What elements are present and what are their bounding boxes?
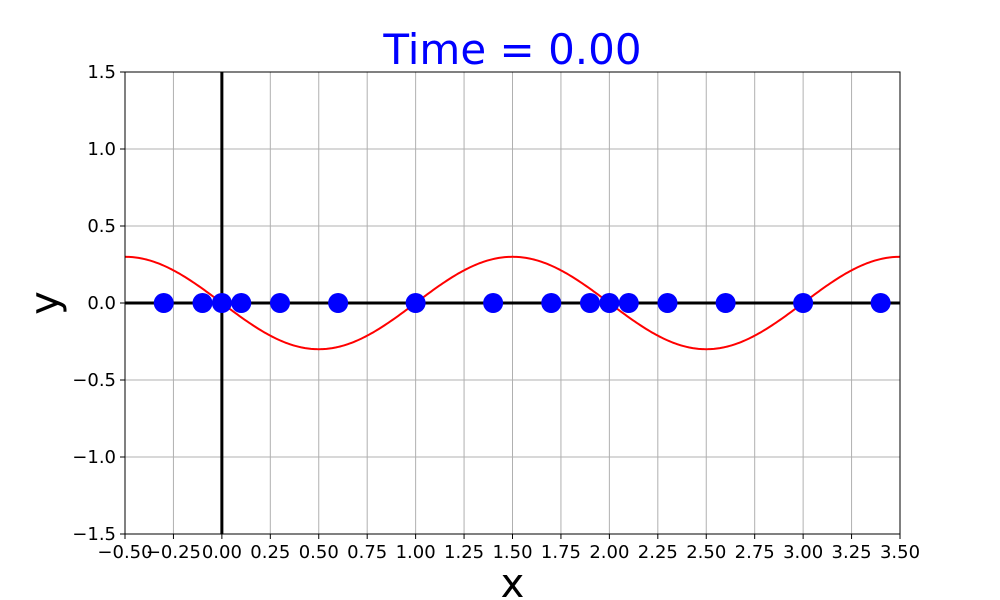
data-point bbox=[270, 293, 290, 313]
data-point bbox=[231, 293, 252, 313]
y-tick-label: −1.5 bbox=[72, 524, 116, 545]
x-tick-label: 1.75 bbox=[541, 542, 581, 563]
y-tick-label: 0.5 bbox=[87, 216, 116, 237]
x-tick-label: 3.00 bbox=[783, 542, 823, 563]
x-tick-label: 1.50 bbox=[492, 542, 532, 563]
data-point bbox=[793, 293, 814, 313]
data-point bbox=[192, 293, 213, 313]
y-tick-label: 1.5 bbox=[87, 62, 116, 83]
x-tick-label: 2.25 bbox=[638, 542, 678, 563]
x-tick-label: 1.00 bbox=[396, 542, 436, 563]
y-tick-label: −0.5 bbox=[72, 370, 116, 391]
data-point bbox=[483, 293, 504, 313]
x-axis-label: x bbox=[501, 561, 525, 600]
data-point bbox=[580, 293, 600, 313]
x-tick-label: 0.00 bbox=[202, 542, 242, 563]
x-tick-label: 2.75 bbox=[735, 542, 775, 563]
data-point bbox=[618, 293, 639, 313]
y-axis-label: y bbox=[22, 291, 68, 315]
x-tick-label: −0.25 bbox=[146, 542, 201, 563]
x-tick-label: 0.75 bbox=[347, 542, 387, 563]
data-point bbox=[870, 293, 891, 313]
x-tick-group: −0.50−0.25 0.00 0.25 0.50 0.75 1.00 1.25 1.50 1.… bbox=[97, 534, 920, 563]
x-tick-label: 0.50 bbox=[299, 542, 339, 563]
x-tick-label: −0.50 bbox=[97, 542, 152, 563]
x-tick-label: 3.25 bbox=[832, 542, 872, 563]
data-point bbox=[541, 293, 562, 313]
x-tick-label: 3.50 bbox=[880, 542, 920, 563]
x-tick-label: 1.25 bbox=[444, 542, 484, 563]
data-point bbox=[211, 293, 232, 313]
y-tick-label: 1.0 bbox=[87, 139, 116, 160]
x-tick-label: 2.50 bbox=[686, 542, 726, 563]
data-point bbox=[153, 293, 174, 313]
x-tick-label: 2.00 bbox=[589, 542, 629, 563]
points-layer bbox=[153, 293, 891, 313]
wave-curve bbox=[124, 255, 901, 351]
x-tick-label: 0.25 bbox=[250, 542, 290, 563]
y-tick-label: 0.0 bbox=[87, 293, 116, 314]
chart-title: Time = 0.00 bbox=[382, 25, 641, 74]
y-tick-group: −1.5 −1.0 −0.5 0.0 0.5 1.0 1.5 bbox=[72, 62, 125, 545]
data-point bbox=[715, 293, 736, 313]
data-point bbox=[328, 293, 349, 313]
y-tick-label: −1.0 bbox=[72, 447, 116, 468]
data-point bbox=[657, 293, 678, 313]
curve-layer bbox=[124, 255, 901, 351]
data-point bbox=[599, 293, 620, 313]
data-point bbox=[405, 293, 426, 313]
